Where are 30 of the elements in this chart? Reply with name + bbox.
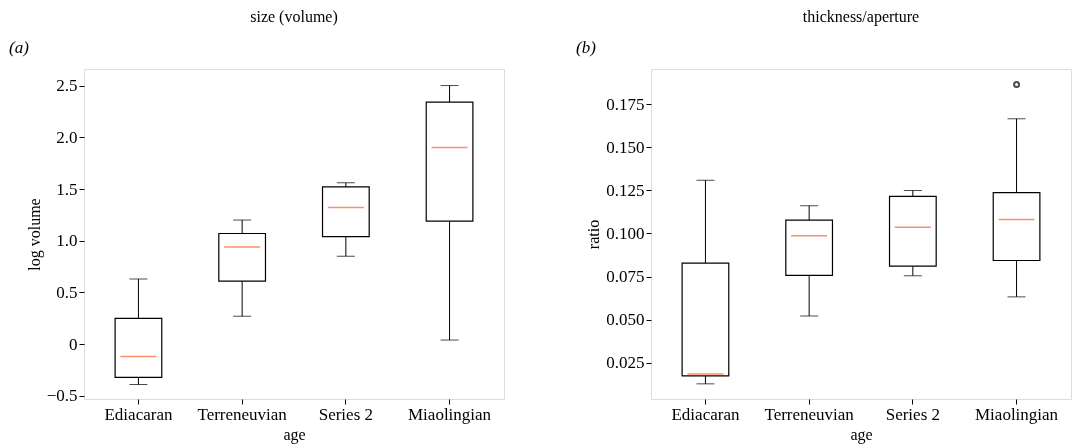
x-axis-title: age xyxy=(850,425,873,444)
x-tick-label: Ediacaran xyxy=(671,404,740,424)
y-tick-label: 0.050 xyxy=(606,310,645,330)
y-tick-label: 0.175 xyxy=(606,94,645,114)
y-tick-label: 0.5 xyxy=(56,282,78,302)
y-tick-label: 0.100 xyxy=(606,223,645,243)
x-tick-label: Miaolingian xyxy=(975,404,1059,424)
y-tick-label: 2.5 xyxy=(56,76,78,96)
y-tick-label: 1.5 xyxy=(56,179,78,199)
x-tick-label: Series 2 xyxy=(318,404,373,424)
x-tick-label: Terreneuvian xyxy=(197,404,288,424)
y-axis-title: log volume xyxy=(25,198,44,271)
x-tick-label: Miaolingian xyxy=(408,404,492,424)
y-tick-label: 2.0 xyxy=(56,127,78,147)
y-tick-label: 0 xyxy=(69,334,78,354)
chart-title: size (volume) xyxy=(250,8,338,26)
x-tick-label: Series 2 xyxy=(885,404,940,424)
x-tick-label: Ediacaran xyxy=(104,404,173,424)
text: (a) xyxy=(9,38,30,57)
text: (b) xyxy=(576,38,597,57)
y-tick-label: −0.5 xyxy=(46,386,78,406)
y-tick-label: 0.150 xyxy=(606,137,645,157)
y-tick-label: 0.075 xyxy=(606,267,645,287)
x-tick-label: Terreneuvian xyxy=(764,404,855,424)
y-tick-label: 0.125 xyxy=(606,180,645,200)
y-tick-label: 1.0 xyxy=(56,231,78,251)
chart-title: thickness/aperture xyxy=(802,8,920,26)
y-tick-label: 0.025 xyxy=(606,353,645,373)
y-axis-title: ratio xyxy=(585,219,603,250)
x-axis-title: age xyxy=(283,425,306,444)
